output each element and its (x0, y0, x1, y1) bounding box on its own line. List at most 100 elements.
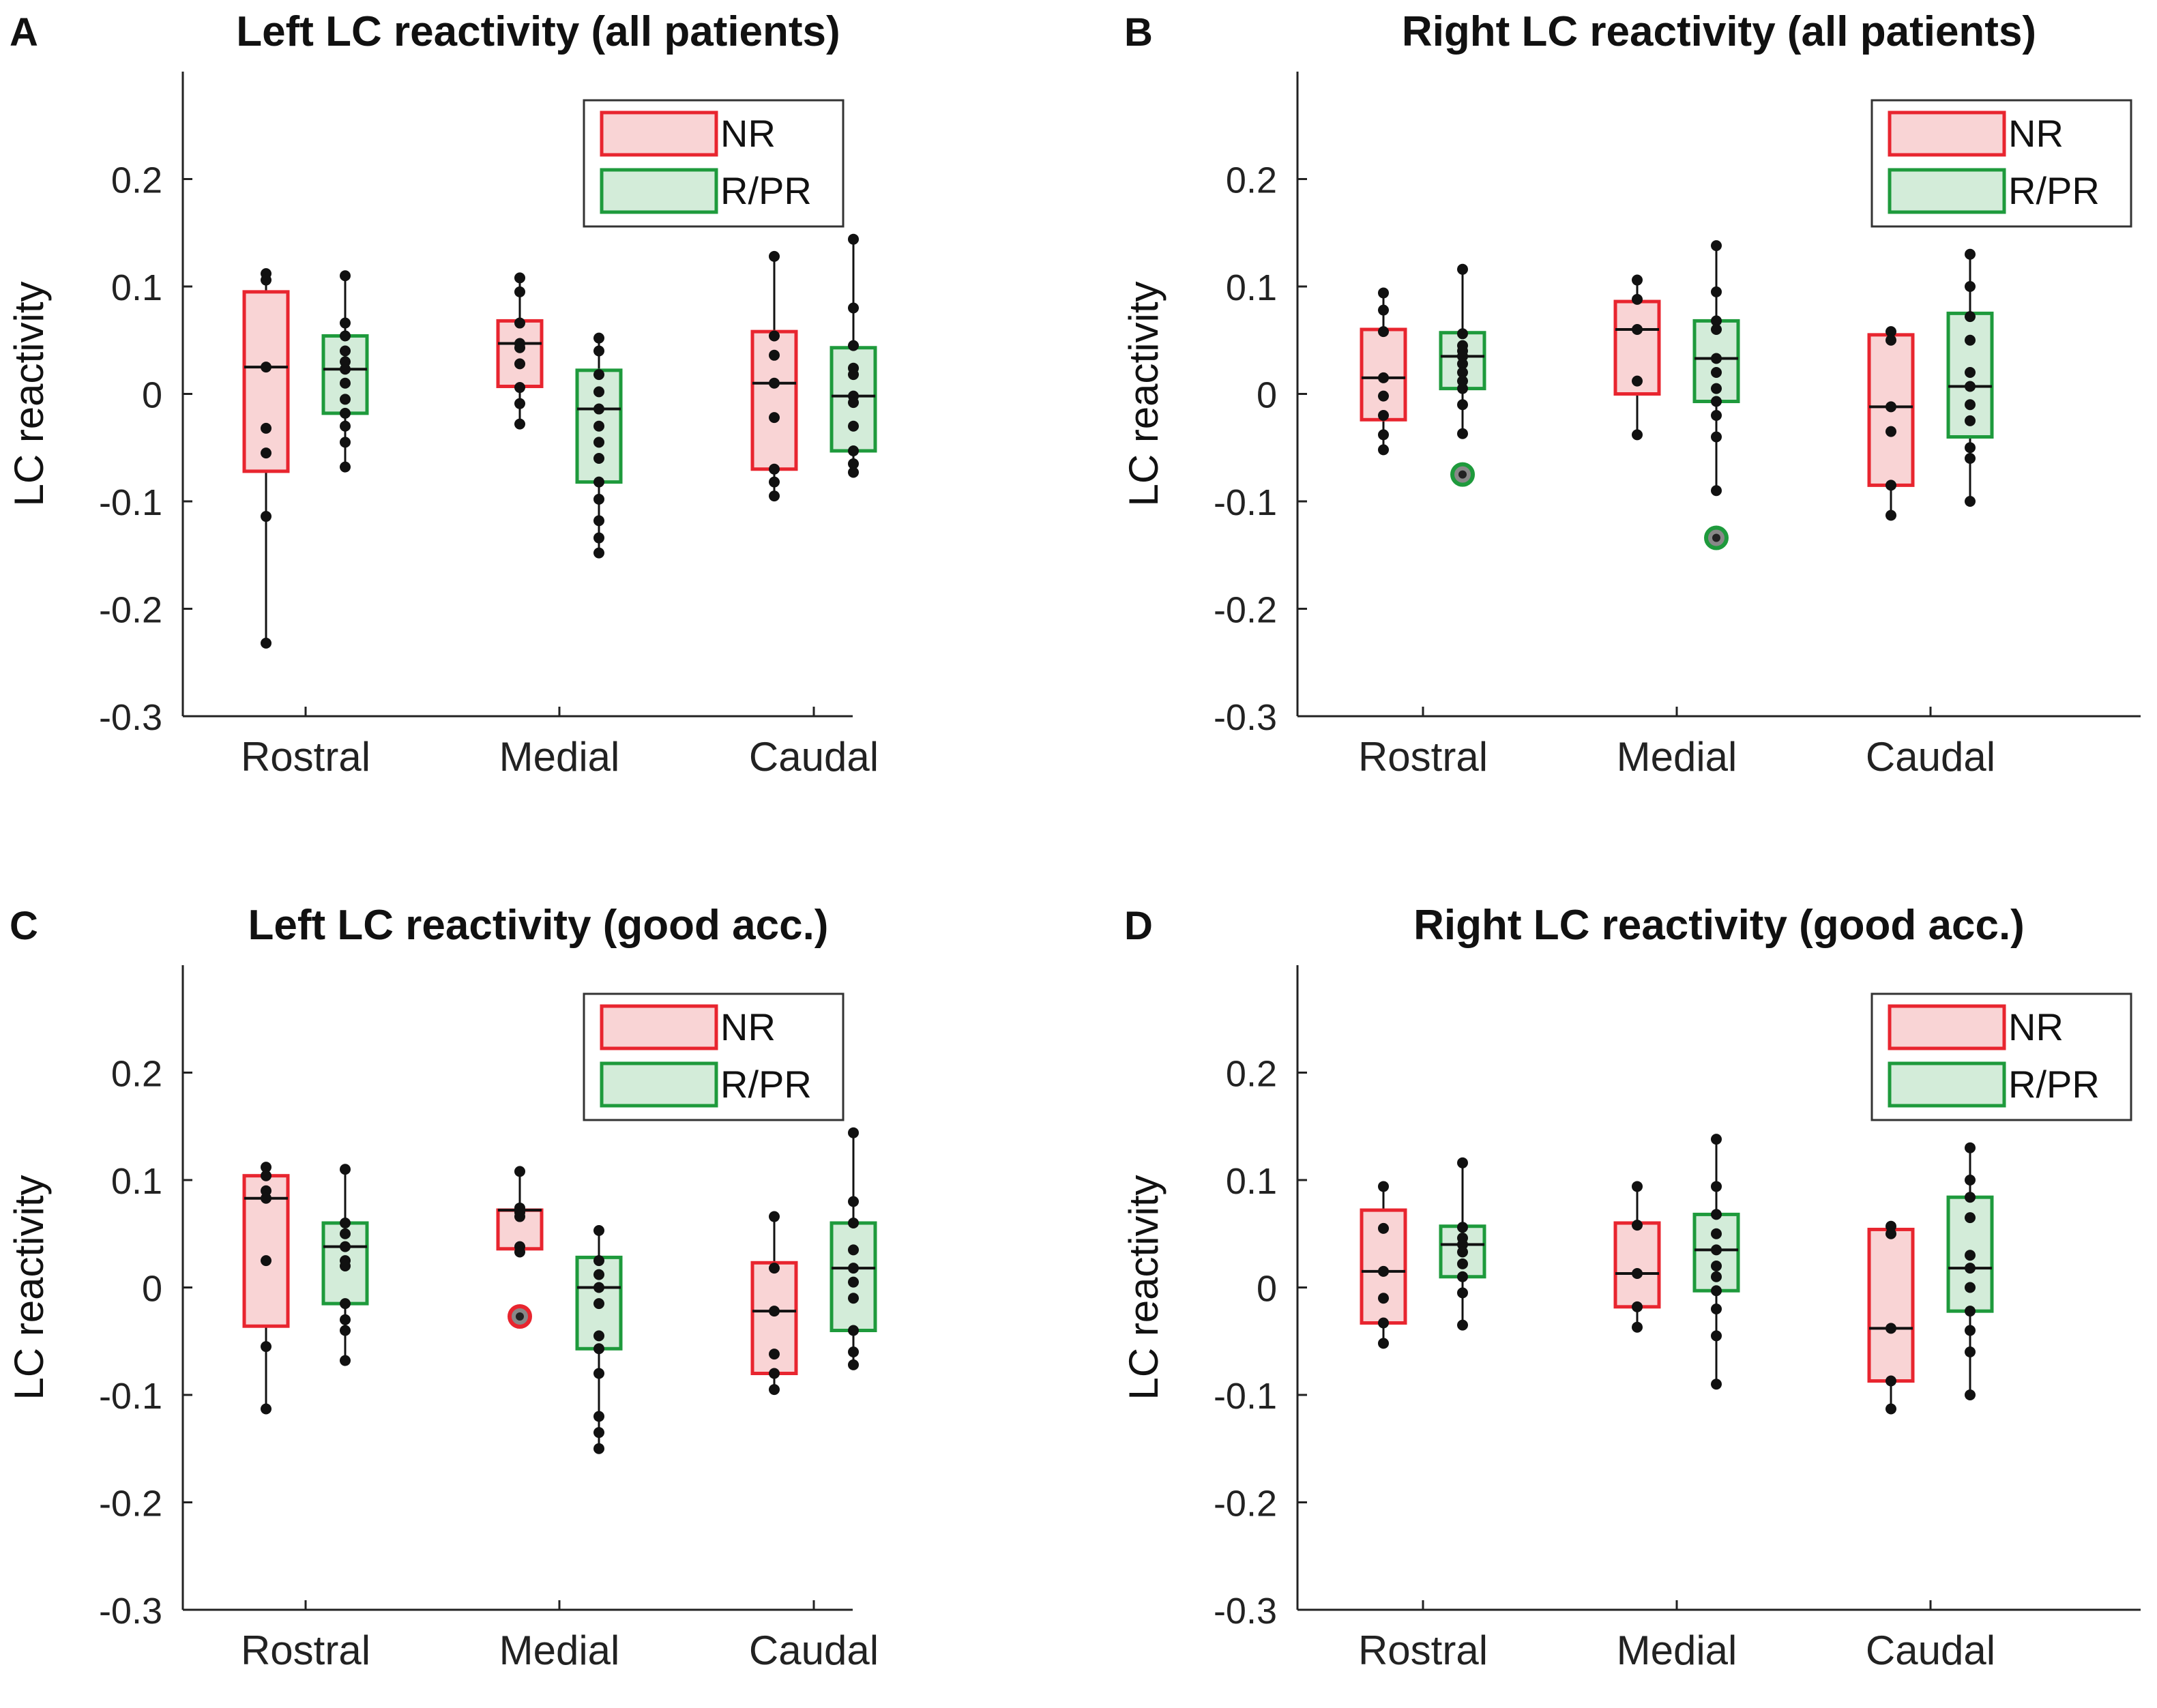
y-tick-label: 0 (142, 375, 162, 416)
x-tick-label: Caudal (749, 1628, 879, 1673)
data-point (1711, 1261, 1722, 1271)
box-rpr-rostral (1439, 263, 1486, 487)
box-nr-rostral (242, 268, 290, 649)
data-point (1965, 381, 1976, 392)
data-point (1711, 1330, 1722, 1342)
data-point (1378, 1222, 1389, 1234)
data-point (1378, 1338, 1389, 1349)
data-point (1885, 326, 1896, 338)
y-tick-label: -0.3 (1214, 697, 1277, 738)
data-point (514, 342, 525, 353)
data-point (769, 490, 780, 502)
data-point (769, 1384, 780, 1396)
box-rpr-caudal (830, 1127, 877, 1370)
data-point (1711, 485, 1722, 497)
data-point (848, 1276, 859, 1288)
x-tick-label: Rostral (1358, 734, 1488, 780)
box-nr-medial (496, 1166, 544, 1329)
box-rpr-rostral (321, 270, 369, 473)
data-point (848, 302, 859, 314)
data-point (1711, 1304, 1722, 1314)
data-point (1711, 315, 1722, 327)
data-point (1711, 410, 1722, 421)
chart-title: Right LC reactivity (all patients) (1402, 8, 2036, 55)
data-point (1965, 1175, 1976, 1186)
data-point (261, 1162, 272, 1173)
data-point (340, 270, 351, 282)
data-point (1965, 1306, 1976, 1317)
data-point (261, 1185, 272, 1196)
data-point (848, 420, 859, 432)
data-point (340, 1325, 351, 1336)
data-point (769, 1306, 780, 1317)
x-tick-label: Rostral (1358, 1628, 1488, 1673)
data-point (1711, 1134, 1722, 1145)
data-point (1378, 304, 1389, 316)
data-point (1378, 287, 1389, 299)
data-point (1632, 1220, 1643, 1231)
data-point (1711, 240, 1722, 252)
data-point (340, 330, 351, 342)
data-point (340, 377, 351, 389)
data-point (514, 382, 525, 394)
data-point (848, 1325, 859, 1336)
data-point (1632, 375, 1643, 387)
data-point (1457, 1246, 1468, 1258)
data-point (1457, 1258, 1468, 1269)
data-point (769, 1368, 780, 1379)
legend: NR R/PR (583, 992, 845, 1121)
data-point (340, 1298, 351, 1310)
data-point (514, 286, 525, 297)
data-point (848, 1263, 859, 1274)
data-point (1632, 1181, 1643, 1192)
data-point (593, 420, 604, 432)
data-point (1457, 383, 1468, 394)
data-point (593, 437, 604, 448)
chart-panel-b: B Right LC reactivity (all patients) -0.3 -… (1121, 8, 2141, 780)
box-rpr-caudal (830, 233, 877, 478)
data-point (1632, 293, 1643, 305)
data-point (340, 317, 351, 329)
data-point (769, 349, 780, 361)
y-tick-label: 0.1 (1226, 267, 1277, 308)
data-point (1965, 1142, 1976, 1153)
data-point (340, 345, 351, 357)
box-rpr-rostral (1439, 1157, 1486, 1331)
data-point (848, 1293, 859, 1304)
x-tick-label: Medial (499, 1628, 620, 1673)
data-point (261, 637, 272, 649)
data-point (769, 377, 780, 389)
data-point (1965, 367, 1976, 378)
data-point (593, 1225, 604, 1237)
data-point (593, 493, 604, 505)
panel-label: C (10, 904, 38, 948)
data-point (1885, 426, 1896, 437)
data-point (1457, 358, 1468, 370)
x-tick-label: Rostral (241, 734, 370, 780)
panel-label: D (1124, 904, 1153, 948)
data-point (1457, 399, 1468, 411)
legend-swatch (600, 111, 718, 157)
data-point (1711, 1379, 1722, 1390)
data-point (1457, 1287, 1468, 1299)
box-nr-rostral (1360, 1181, 1407, 1349)
box-nr-rostral (1360, 287, 1407, 456)
data-point (340, 1228, 351, 1239)
x-tick-label: Caudal (749, 734, 879, 780)
data-point (593, 547, 604, 559)
data-point (514, 418, 525, 430)
legend-swatch (600, 168, 718, 214)
data-point (848, 458, 859, 469)
data-point (1965, 1250, 1976, 1261)
chart-title: Left LC reactivity (all patients) (236, 8, 840, 55)
data-point (848, 1196, 859, 1207)
data-point (1457, 1222, 1468, 1233)
y-tick-label: -0.2 (1214, 1484, 1277, 1525)
data-point (340, 1261, 351, 1271)
data-point (340, 356, 351, 368)
data-point (1965, 1346, 1976, 1357)
data-point (1378, 1293, 1389, 1304)
data-point (848, 1127, 859, 1138)
outlier-center (1458, 470, 1467, 479)
data-point (1885, 480, 1896, 491)
